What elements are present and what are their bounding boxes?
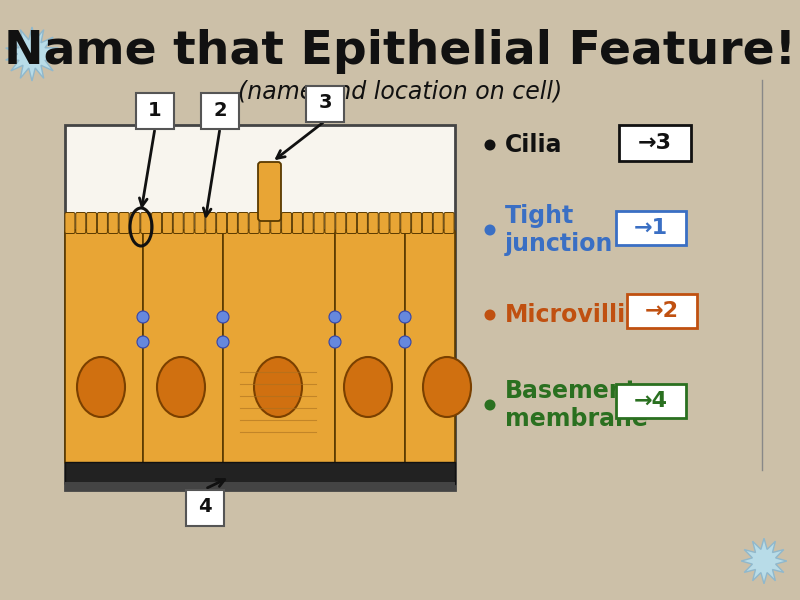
FancyBboxPatch shape — [358, 212, 367, 233]
FancyBboxPatch shape — [314, 212, 324, 233]
FancyBboxPatch shape — [390, 212, 400, 233]
FancyBboxPatch shape — [335, 230, 405, 464]
Ellipse shape — [344, 357, 392, 417]
Text: →2: →2 — [645, 301, 679, 321]
FancyBboxPatch shape — [346, 212, 357, 233]
FancyBboxPatch shape — [119, 212, 129, 233]
FancyBboxPatch shape — [86, 212, 97, 233]
Circle shape — [485, 310, 495, 320]
Text: Cilia: Cilia — [505, 133, 562, 157]
FancyBboxPatch shape — [258, 162, 281, 221]
FancyBboxPatch shape — [143, 230, 223, 464]
FancyBboxPatch shape — [368, 212, 378, 233]
FancyBboxPatch shape — [162, 212, 173, 233]
FancyBboxPatch shape — [422, 212, 433, 233]
FancyBboxPatch shape — [411, 212, 422, 233]
Text: 1: 1 — [148, 100, 162, 119]
FancyBboxPatch shape — [174, 212, 183, 233]
FancyBboxPatch shape — [616, 211, 686, 245]
Ellipse shape — [423, 357, 471, 417]
Bar — [65, 482, 455, 490]
FancyBboxPatch shape — [401, 212, 410, 233]
FancyBboxPatch shape — [130, 212, 140, 233]
FancyBboxPatch shape — [379, 212, 389, 233]
Circle shape — [329, 311, 341, 323]
FancyBboxPatch shape — [444, 212, 454, 233]
FancyBboxPatch shape — [201, 93, 239, 129]
FancyBboxPatch shape — [151, 212, 162, 233]
FancyBboxPatch shape — [238, 212, 248, 233]
Ellipse shape — [157, 357, 205, 417]
Text: Microvilli: Microvilli — [505, 303, 626, 327]
Ellipse shape — [254, 357, 302, 417]
FancyBboxPatch shape — [336, 212, 346, 233]
FancyBboxPatch shape — [282, 212, 291, 233]
Polygon shape — [6, 27, 58, 81]
FancyBboxPatch shape — [186, 490, 224, 526]
Circle shape — [217, 311, 229, 323]
Circle shape — [137, 336, 149, 348]
Circle shape — [399, 311, 411, 323]
Text: 3: 3 — [318, 94, 332, 113]
Circle shape — [399, 336, 411, 348]
Circle shape — [217, 336, 229, 348]
FancyBboxPatch shape — [405, 230, 455, 464]
FancyBboxPatch shape — [65, 212, 75, 233]
Text: 4: 4 — [198, 497, 212, 517]
Text: →1: →1 — [634, 218, 668, 238]
Text: Tight
junction: Tight junction — [505, 203, 614, 256]
FancyBboxPatch shape — [223, 230, 335, 464]
FancyBboxPatch shape — [260, 212, 270, 233]
Text: (name and location on cell): (name and location on cell) — [238, 80, 562, 104]
Bar — [65, 462, 455, 484]
FancyBboxPatch shape — [195, 212, 205, 233]
FancyBboxPatch shape — [217, 212, 226, 233]
Polygon shape — [742, 538, 786, 584]
FancyBboxPatch shape — [141, 212, 150, 233]
FancyBboxPatch shape — [616, 384, 686, 418]
FancyBboxPatch shape — [303, 212, 314, 233]
FancyBboxPatch shape — [306, 86, 344, 122]
FancyBboxPatch shape — [136, 93, 174, 129]
FancyBboxPatch shape — [76, 212, 86, 233]
Circle shape — [485, 139, 495, 151]
Circle shape — [485, 400, 495, 410]
Bar — [65, 125, 455, 490]
FancyBboxPatch shape — [627, 294, 697, 328]
Text: →4: →4 — [634, 391, 668, 411]
FancyBboxPatch shape — [227, 212, 238, 233]
FancyBboxPatch shape — [184, 212, 194, 233]
FancyBboxPatch shape — [270, 212, 281, 233]
Circle shape — [137, 311, 149, 323]
Text: Basement
membrane: Basement membrane — [505, 379, 648, 431]
Ellipse shape — [77, 357, 125, 417]
FancyBboxPatch shape — [98, 212, 107, 233]
Circle shape — [485, 224, 495, 235]
Text: →3: →3 — [638, 133, 672, 153]
FancyBboxPatch shape — [293, 212, 302, 233]
FancyBboxPatch shape — [325, 212, 335, 233]
FancyBboxPatch shape — [249, 212, 259, 233]
FancyBboxPatch shape — [434, 212, 443, 233]
FancyBboxPatch shape — [619, 125, 691, 161]
Text: Name that Epithelial Feature!: Name that Epithelial Feature! — [4, 29, 796, 74]
FancyBboxPatch shape — [65, 230, 143, 464]
Circle shape — [329, 336, 341, 348]
Text: 2: 2 — [213, 100, 227, 119]
FancyBboxPatch shape — [206, 212, 216, 233]
FancyBboxPatch shape — [108, 212, 118, 233]
